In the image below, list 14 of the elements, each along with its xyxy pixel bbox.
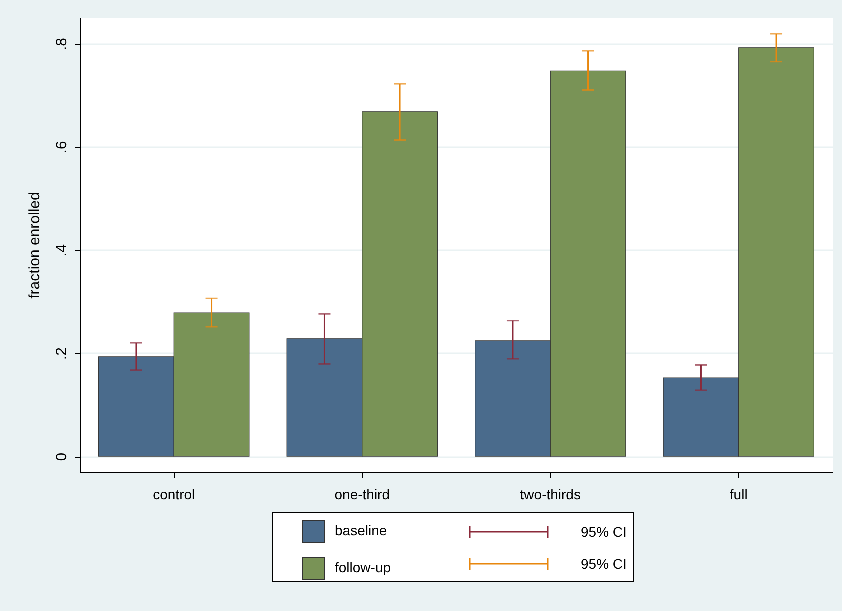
y-tick-label: .4 [54, 244, 70, 257]
legend-label: baseline [335, 522, 388, 538]
x-tick-label: two-thirds [520, 486, 581, 502]
y-tick-label: .8 [54, 38, 70, 51]
x-tick-label: full [730, 486, 748, 502]
y-tick-label: 0 [54, 452, 70, 462]
y-tick-label: .6 [54, 141, 70, 154]
legend-label: follow-up [335, 560, 392, 576]
x-tick-label: one-third [334, 486, 390, 502]
y-axis-title: fraction enrolled [26, 192, 44, 299]
text: 95% CI [581, 556, 627, 572]
text: 95% CI [581, 524, 627, 540]
y-tick-label: .2 [54, 348, 70, 360]
x-tick-label: control [153, 486, 196, 502]
